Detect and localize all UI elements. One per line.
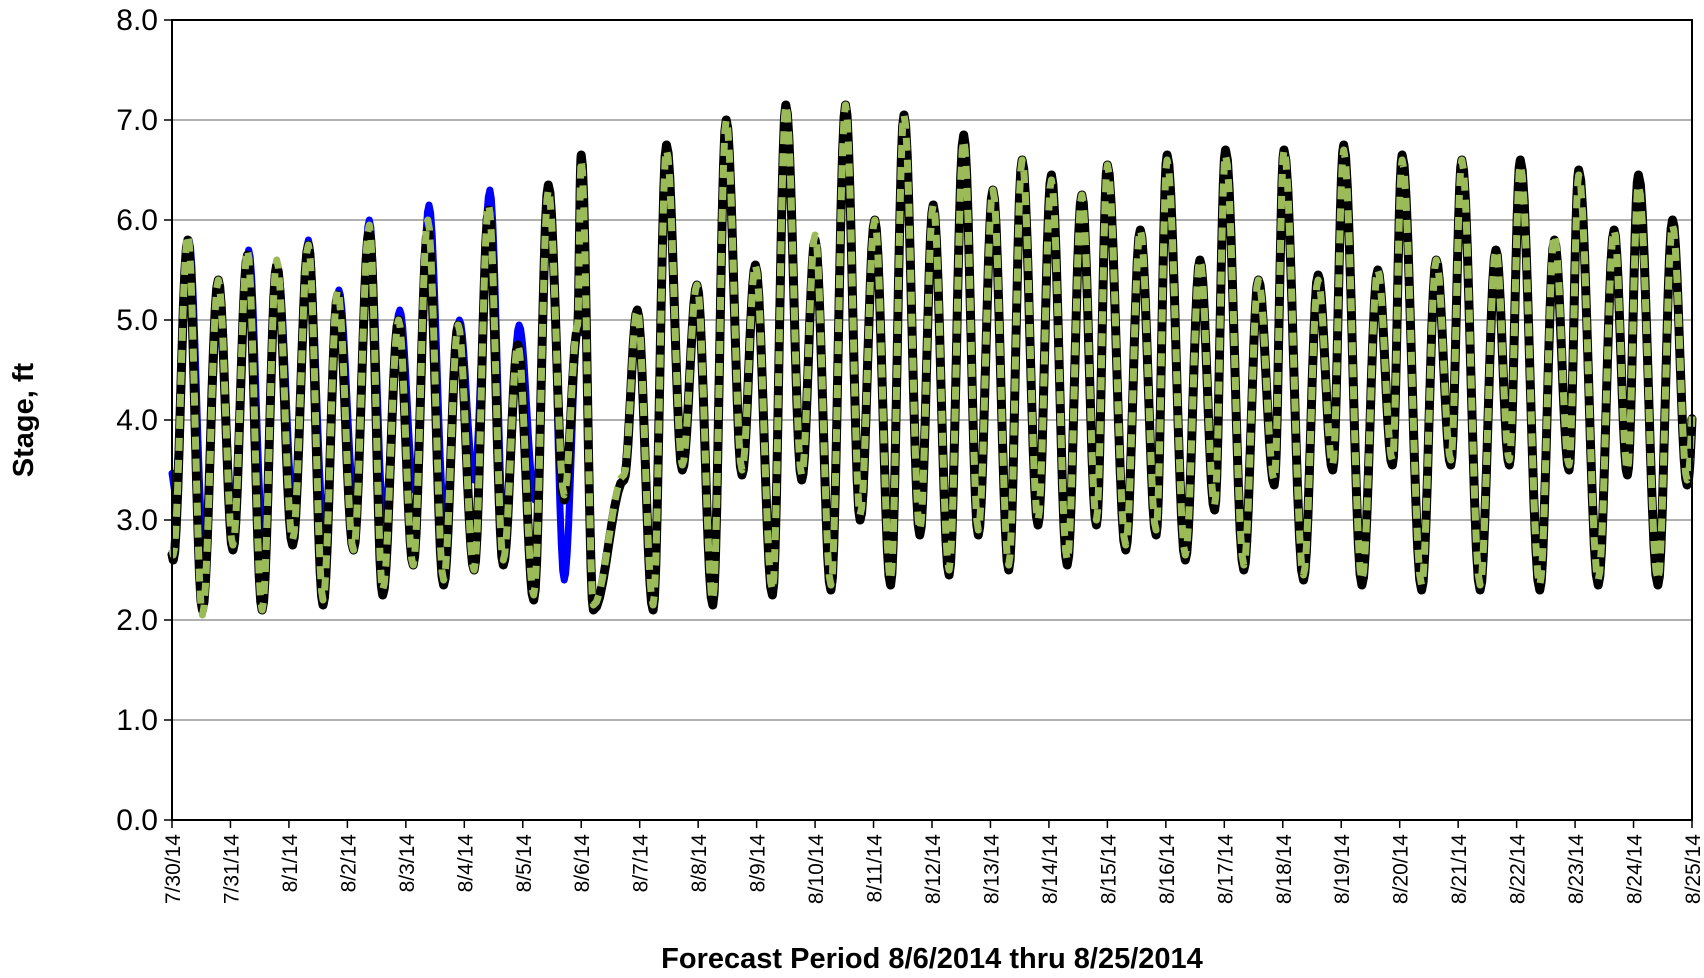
x-tick-label: 8/5/14 — [513, 834, 536, 893]
x-tick-label: 8/1/14 — [279, 834, 302, 893]
y-tick-label: 3.0 — [116, 504, 158, 537]
x-tick-label: 8/19/14 — [1331, 834, 1354, 904]
x-tick-label: 8/13/14 — [980, 834, 1003, 904]
x-tick-label: 8/17/14 — [1214, 834, 1237, 904]
x-tick-label: 7/31/14 — [220, 834, 243, 904]
x-axis-title: Forecast Period 8/6/2014 thru 8/25/2014 — [661, 943, 1203, 975]
x-tick-label: 8/21/14 — [1448, 834, 1471, 904]
x-tick-label: 8/15/14 — [1097, 834, 1120, 904]
y-tick-label: 8.0 — [116, 4, 158, 37]
plot-series — [167, 100, 1697, 619]
y-tick-label: 7.0 — [116, 104, 158, 137]
y-tick-label: 1.0 — [116, 704, 158, 737]
y-tick-label: 2.0 — [116, 604, 158, 637]
x-tick-label: 8/2/14 — [337, 834, 360, 893]
y-tick-label: 4.0 — [116, 404, 158, 437]
x-tick-label: 8/24/14 — [1624, 834, 1647, 904]
x-tick-label: 8/25/14 — [1682, 834, 1704, 904]
x-tick-label: 8/22/14 — [1507, 834, 1530, 904]
x-tick-label: 8/6/14 — [571, 834, 594, 893]
x-tick-label: 8/18/14 — [1273, 834, 1296, 904]
x-tick-label: 8/9/14 — [747, 834, 770, 893]
x-tick-label: 8/3/14 — [396, 834, 419, 893]
x-tick-label: 8/20/14 — [1390, 834, 1413, 904]
x-tick-label: 8/23/14 — [1565, 834, 1588, 904]
x-tick-label: 8/10/14 — [805, 834, 828, 904]
x-tick-label: 8/8/14 — [688, 834, 711, 893]
x-tick-label: 8/16/14 — [1156, 834, 1179, 904]
y-tick-label: 0.0 — [116, 804, 158, 837]
x-tick-label: 8/11/14 — [864, 834, 887, 903]
x-tick-label: 8/14/14 — [1039, 834, 1062, 904]
y-tick-label: 6.0 — [116, 204, 158, 237]
gridlines — [172, 19, 1692, 821]
x-tick-label: 8/4/14 — [454, 834, 477, 893]
x-tick-label: 8/12/14 — [922, 834, 945, 904]
x-tick-label: 7/30/14 — [162, 834, 185, 904]
y-tick-label: 5.0 — [116, 304, 158, 337]
axes: 0.0 1.0 2.0 3.0 4.0 5.0 6.0 7.0 8.0 7/30/14 7/31/1… — [116, 4, 1704, 904]
series-line-green-dashed — [168, 101, 1696, 619]
y-axis-title: Stage, ft — [8, 362, 40, 477]
x-tick-label: 8/7/14 — [630, 834, 653, 893]
